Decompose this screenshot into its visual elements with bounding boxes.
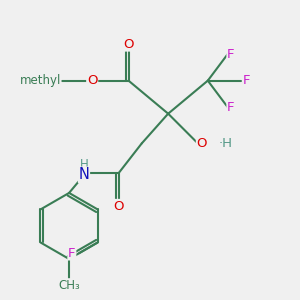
Text: O: O [87,74,98,87]
Text: O: O [196,137,207,150]
Text: O: O [123,38,134,51]
Text: methyl: methyl [20,74,61,87]
Text: F: F [227,48,235,61]
Text: N: N [79,167,89,182]
Text: O: O [113,200,124,213]
Text: CH₃: CH₃ [58,279,80,292]
Text: ·H: ·H [218,137,233,150]
Text: F: F [68,247,76,260]
Text: F: F [243,74,250,87]
Text: H: H [80,158,88,171]
Text: F: F [227,100,235,114]
